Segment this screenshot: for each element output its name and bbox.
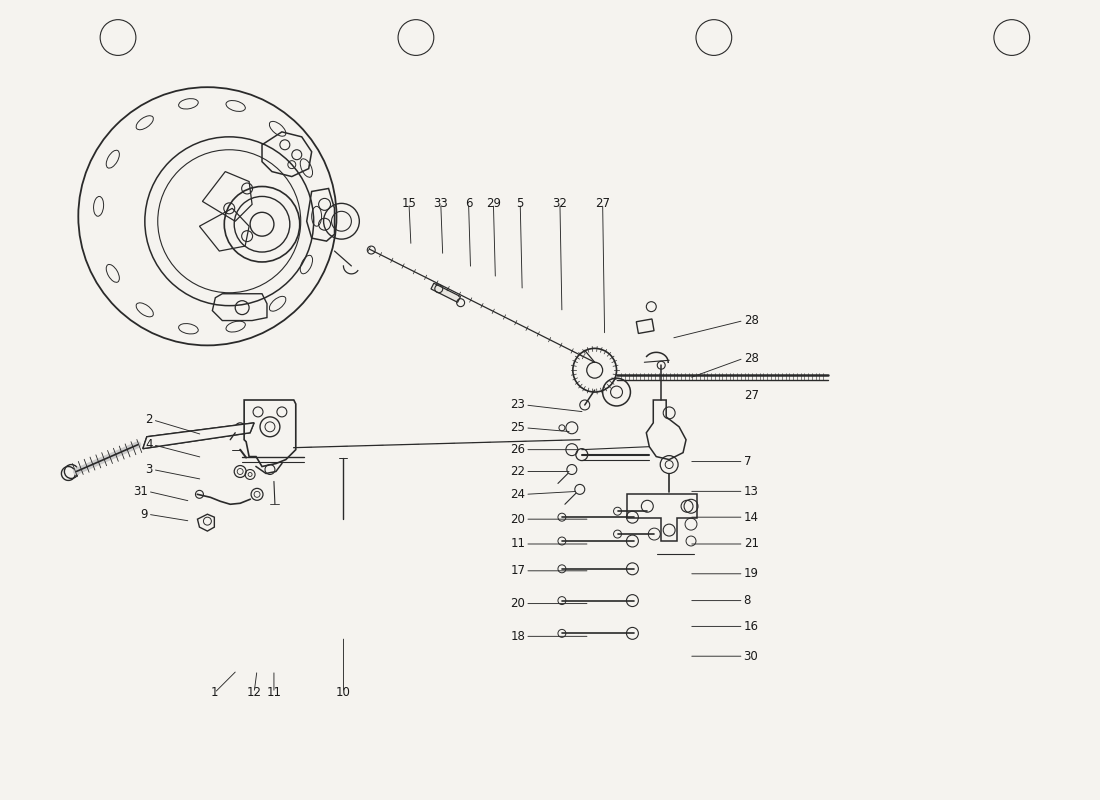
Circle shape <box>398 20 433 55</box>
Text: 18: 18 <box>510 630 525 643</box>
Text: 13: 13 <box>744 485 759 498</box>
Text: 27: 27 <box>744 389 759 402</box>
Text: 28: 28 <box>744 314 759 327</box>
Text: 24: 24 <box>510 488 525 501</box>
Text: 17: 17 <box>510 564 525 578</box>
Text: 11: 11 <box>510 538 525 550</box>
Text: 7: 7 <box>744 455 751 468</box>
Polygon shape <box>143 423 254 449</box>
Text: 14: 14 <box>744 510 759 524</box>
Text: 26: 26 <box>510 443 525 456</box>
Text: 11: 11 <box>266 686 282 699</box>
Text: 30: 30 <box>744 650 758 662</box>
Circle shape <box>100 20 136 55</box>
Text: 12: 12 <box>246 686 262 699</box>
Text: 23: 23 <box>510 398 525 411</box>
Text: 9: 9 <box>141 508 147 521</box>
Text: 2: 2 <box>145 414 153 426</box>
Polygon shape <box>143 423 254 449</box>
Text: 5: 5 <box>517 197 524 210</box>
Polygon shape <box>431 283 461 302</box>
Text: 22: 22 <box>510 465 525 478</box>
Text: 20: 20 <box>510 513 525 526</box>
Bar <box>636 319 654 334</box>
Text: 32: 32 <box>552 197 568 210</box>
Text: 1: 1 <box>210 686 218 699</box>
Text: 6: 6 <box>465 197 472 210</box>
Text: 29: 29 <box>486 197 500 210</box>
Text: 15: 15 <box>402 197 417 210</box>
Text: 33: 33 <box>433 197 448 210</box>
Text: 4: 4 <box>145 438 153 451</box>
Text: 8: 8 <box>744 594 751 607</box>
Text: 27: 27 <box>595 197 610 210</box>
Text: 28: 28 <box>744 352 759 365</box>
Text: 20: 20 <box>510 597 525 610</box>
Text: 31: 31 <box>133 485 147 498</box>
Text: 3: 3 <box>145 463 153 476</box>
Text: 25: 25 <box>510 422 525 434</box>
Text: 19: 19 <box>744 567 759 580</box>
Text: 10: 10 <box>336 686 351 699</box>
Circle shape <box>65 465 78 478</box>
Circle shape <box>994 20 1030 55</box>
Text: 21: 21 <box>744 538 759 550</box>
Text: 16: 16 <box>744 620 759 633</box>
Circle shape <box>696 20 732 55</box>
